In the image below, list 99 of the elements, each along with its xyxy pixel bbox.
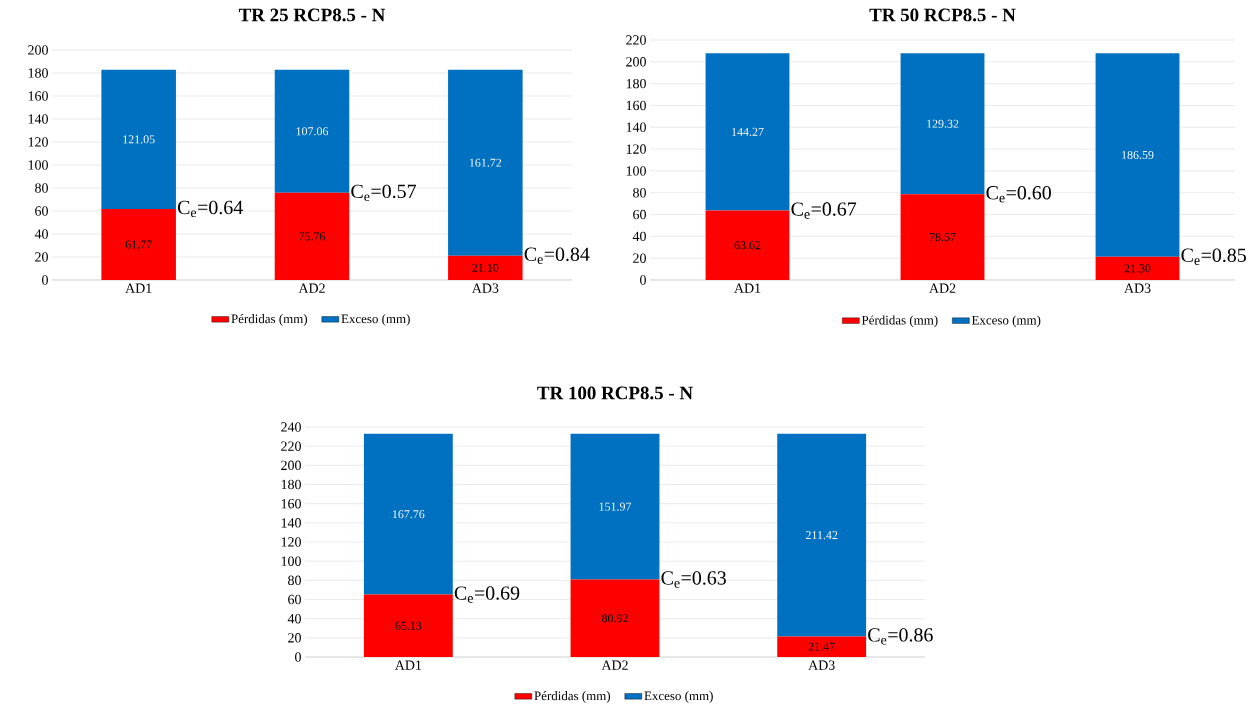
x-tick-label: AD1 — [125, 283, 152, 293]
y-tick-label: 140 — [28, 114, 48, 124]
bar — [448, 255, 523, 280]
bar — [274, 69, 350, 193]
x-tick-label: AD2 — [298, 283, 325, 293]
x-tick-label: AD2 — [929, 283, 956, 293]
data-label: 61.77 — [125, 240, 152, 249]
bar — [705, 53, 790, 211]
data-label: 107.06 — [296, 127, 329, 136]
legend-label: Pérdidas (mm) — [231, 314, 308, 326]
legend-label: Pérdidas (mm) — [534, 691, 611, 703]
y-tick-label: 20 — [288, 633, 301, 643]
y-tick-label: 180 — [626, 78, 646, 89]
annotation: C$_{e}$=0.69 — [454, 586, 520, 603]
bar — [705, 210, 790, 280]
data-label: 161.72 — [469, 158, 502, 167]
data-label: 21.47 — [808, 642, 835, 651]
x-tick-label: AD3 — [1124, 283, 1151, 293]
data-label: 63.62 — [734, 241, 761, 250]
annotation: C$_{e}$=0.60 — [986, 186, 1051, 203]
chart-title: TR 25 RCP8.5 - N — [238, 8, 386, 22]
bar — [363, 594, 453, 657]
data-label: 186.59 — [1122, 150, 1154, 160]
y-tick-label: 40 — [287, 613, 301, 624]
x-tick-label: AD3 — [808, 660, 835, 670]
annotation: C$_{e}$=0.67 — [791, 202, 857, 219]
legend-label: Exceso (mm) — [971, 315, 1041, 328]
x-tick-label: AD1 — [394, 660, 422, 670]
y-tick-label: 240 — [281, 422, 301, 432]
bar — [777, 433, 867, 637]
y-tick-label: 200 — [281, 460, 301, 471]
y-tick-label: 80 — [633, 188, 646, 198]
bar — [1095, 256, 1180, 280]
y-tick-label: 20 — [633, 253, 646, 263]
y-tick-label: 0 — [42, 275, 48, 285]
y-tick-label: 100 — [281, 556, 301, 566]
annotation: C$_{e}$=0.57 — [351, 184, 416, 202]
x-tick-label: AD2 — [601, 660, 628, 670]
bar — [274, 192, 350, 280]
y-tick-label: 160 — [281, 498, 301, 509]
bar — [777, 636, 867, 657]
bar — [570, 433, 660, 580]
legend-label: Exceso (mm) — [341, 314, 410, 326]
data-label: 121.05 — [123, 135, 155, 144]
y-tick-label: 40 — [632, 231, 646, 242]
data-label: 75.76 — [299, 232, 326, 241]
chart-title: TR 50 RCP8.5 - N — [869, 8, 1016, 22]
y-tick-label: 140 — [626, 122, 646, 132]
x-tick-label: AD3 — [471, 283, 499, 293]
legend-label: Pérdidas (mm) — [861, 315, 938, 328]
y-tick-label: 0 — [295, 652, 301, 662]
y-tick-label: 60 — [633, 209, 646, 220]
y-tick-label: 100 — [626, 166, 646, 176]
annotation: C$_{e}$=0.64 — [177, 200, 243, 218]
bar — [101, 69, 176, 209]
y-tick-label: 0 — [640, 275, 646, 285]
bar — [363, 433, 453, 595]
data-label: 144.27 — [732, 127, 764, 136]
data-label: 80.92 — [602, 614, 628, 623]
annotation: C$_{e}$=0.84 — [524, 247, 590, 264]
data-label: 65.13 — [395, 621, 422, 630]
y-tick-label: 60 — [35, 206, 48, 216]
annotation: C$_{e}$=0.85 — [1181, 248, 1246, 266]
y-tick-label: 120 — [28, 137, 48, 147]
annotation: C$_{e}$=0.63 — [661, 571, 726, 588]
y-tick-label: 40 — [34, 229, 48, 239]
y-tick-label: 160 — [28, 91, 48, 101]
data-label: 151.97 — [599, 502, 632, 511]
bar — [1095, 53, 1180, 257]
y-tick-label: 20 — [35, 252, 48, 262]
bar — [570, 579, 660, 657]
data-label: 78.57 — [929, 233, 956, 242]
y-tick-label: 140 — [281, 518, 301, 528]
bar — [900, 53, 985, 195]
y-tick-label: 220 — [281, 441, 301, 451]
bar — [448, 69, 523, 256]
y-tick-label: 160 — [626, 100, 646, 111]
y-tick-label: 100 — [28, 160, 48, 170]
data-label: 21.30 — [1124, 264, 1151, 273]
bar — [101, 208, 176, 280]
y-tick-label: 180 — [28, 68, 48, 78]
y-tick-label: 80 — [288, 575, 301, 586]
y-tick-label: 180 — [281, 479, 301, 490]
y-tick-label: 200 — [626, 57, 646, 67]
y-tick-label: 220 — [626, 35, 646, 45]
y-tick-label: 120 — [626, 144, 646, 154]
data-label: 129.32 — [927, 119, 959, 128]
legend-label: Exceso (mm) — [644, 691, 713, 703]
y-tick-label: 80 — [35, 183, 48, 193]
y-tick-label: 120 — [281, 537, 301, 547]
data-label: 167.76 — [392, 510, 425, 519]
bar — [900, 194, 985, 280]
x-tick-label: AD1 — [734, 283, 761, 293]
y-tick-label: 60 — [288, 594, 301, 605]
y-tick-label: 200 — [28, 45, 48, 55]
data-label: 21.10 — [472, 263, 499, 272]
chart-title: TR 100 RCP8.5 - N — [537, 386, 693, 400]
data-label: 211.42 — [805, 531, 838, 540]
annotation: C$_{e}$=0.86 — [868, 628, 933, 645]
